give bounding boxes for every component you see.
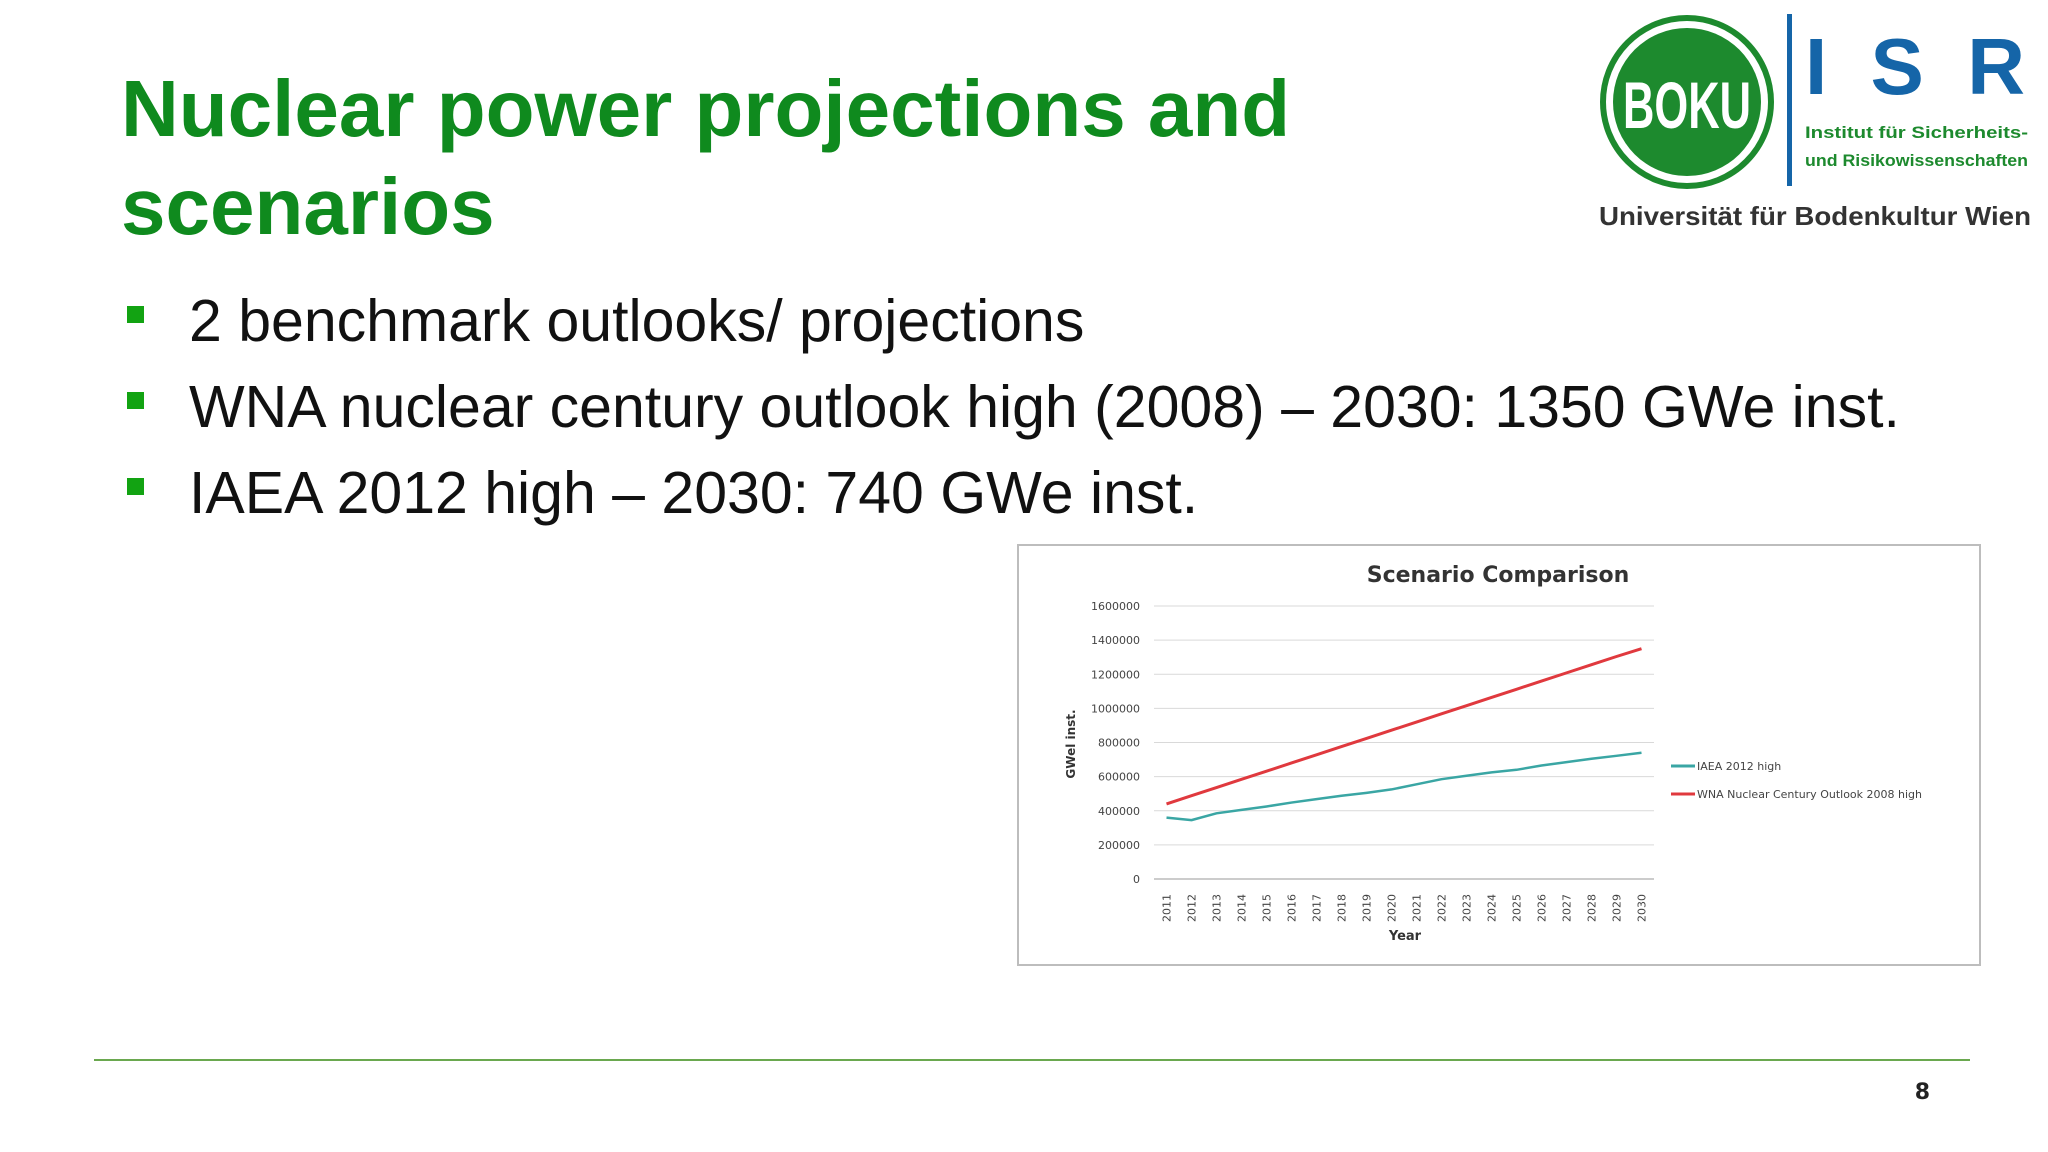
x-tick-label: 2021 [1411, 894, 1424, 922]
square-bullet-icon [127, 306, 144, 323]
bullet-text: IAEA 2012 high – 2030: 740 GWe inst. [189, 460, 1199, 526]
bullet-item: IAEA 2012 high – 2030: 740 GWe inst. [124, 450, 1900, 536]
page-number: 8 [1914, 1080, 1930, 1105]
x-tick-label: 2018 [1336, 894, 1349, 922]
chart-title: Scenario Comparison [1367, 563, 1630, 588]
x-tick-label: 2025 [1511, 894, 1524, 922]
scenario-comparison-chart: Scenario Comparison GWel inst. Year 0 200… [1017, 544, 1981, 966]
bullet-item: WNA nuclear century outlook high (2008) … [124, 364, 1900, 450]
x-tick-label: 2016 [1286, 894, 1299, 922]
x-tick-label: 2017 [1311, 894, 1324, 922]
chart-svg: Scenario Comparison GWel inst. Year 0 200… [1064, 563, 1922, 944]
x-axis-label: Year [1388, 929, 1422, 944]
bullet-text: 2 benchmark outlooks/ projections [189, 288, 1085, 354]
institute-line-1: Institut für Sicherheits- [1805, 123, 2028, 142]
x-tick-label: 2024 [1486, 894, 1499, 922]
square-bullet-icon [127, 478, 144, 495]
x-tick-label: 2019 [1361, 894, 1374, 922]
y-tick-label: 1200000 [1091, 668, 1140, 681]
y-tick-label: 800000 [1098, 737, 1140, 750]
bullet-text: WNA nuclear century outlook high (2008) … [189, 374, 1900, 440]
x-tick-label: 2023 [1461, 894, 1474, 922]
logo-divider [1787, 14, 1792, 186]
y-tick-label: 200000 [1098, 839, 1140, 852]
legend-label: WNA Nuclear Century Outlook 2008 high [1697, 788, 1922, 801]
university-name: Universität für Bodenkultur Wien [1599, 201, 2031, 231]
x-tick-label: 2027 [1561, 894, 1574, 922]
x-tick-label: 2013 [1211, 894, 1224, 922]
isr-brand-text: ISR [1805, 22, 2025, 111]
series-line-wna-2008-high [1166, 647, 1642, 806]
square-bullet-icon [127, 392, 144, 409]
x-tick-label: 2028 [1586, 894, 1599, 922]
y-tick-label: 600000 [1098, 771, 1140, 784]
y-tick-label: 1600000 [1091, 600, 1140, 613]
institute-line-2: und Risikowissenschaften [1805, 151, 2028, 170]
y-tick-label: 0 [1133, 873, 1140, 886]
x-tick-label: 2011 [1161, 894, 1174, 922]
legend-label: IAEA 2012 high [1697, 760, 1781, 773]
boku-isr-logo: BOKU ISR Institut für Sicherheits- und R… [1595, 10, 2035, 240]
x-tick-label: 2026 [1536, 894, 1549, 922]
x-tick-label: 2020 [1386, 894, 1399, 922]
x-tick-label: 2015 [1261, 894, 1274, 922]
x-tick-label: 2012 [1186, 894, 1199, 922]
series-line-iaea-2012-high [1166, 751, 1642, 822]
y-tick-label: 400000 [1098, 805, 1140, 818]
slide-title: Nuclear power projections and scenarios [121, 64, 1291, 251]
x-tick-label: 2029 [1611, 894, 1624, 922]
x-tick-label: 2030 [1636, 894, 1649, 922]
y-axis-label: GWel inst. [1064, 709, 1078, 778]
footer-divider [94, 1059, 1970, 1061]
y-tick-label: 1400000 [1091, 634, 1140, 647]
x-tick-label: 2022 [1436, 894, 1449, 922]
bullet-item: 2 benchmark outlooks/ projections [124, 278, 1900, 364]
x-tick-label: 2014 [1236, 894, 1249, 922]
y-tick-label: 1000000 [1091, 702, 1140, 715]
boku-seal-text: BOKU [1623, 68, 1751, 142]
bullet-list: 2 benchmark outlooks/ projections WNA nu… [124, 278, 1900, 536]
